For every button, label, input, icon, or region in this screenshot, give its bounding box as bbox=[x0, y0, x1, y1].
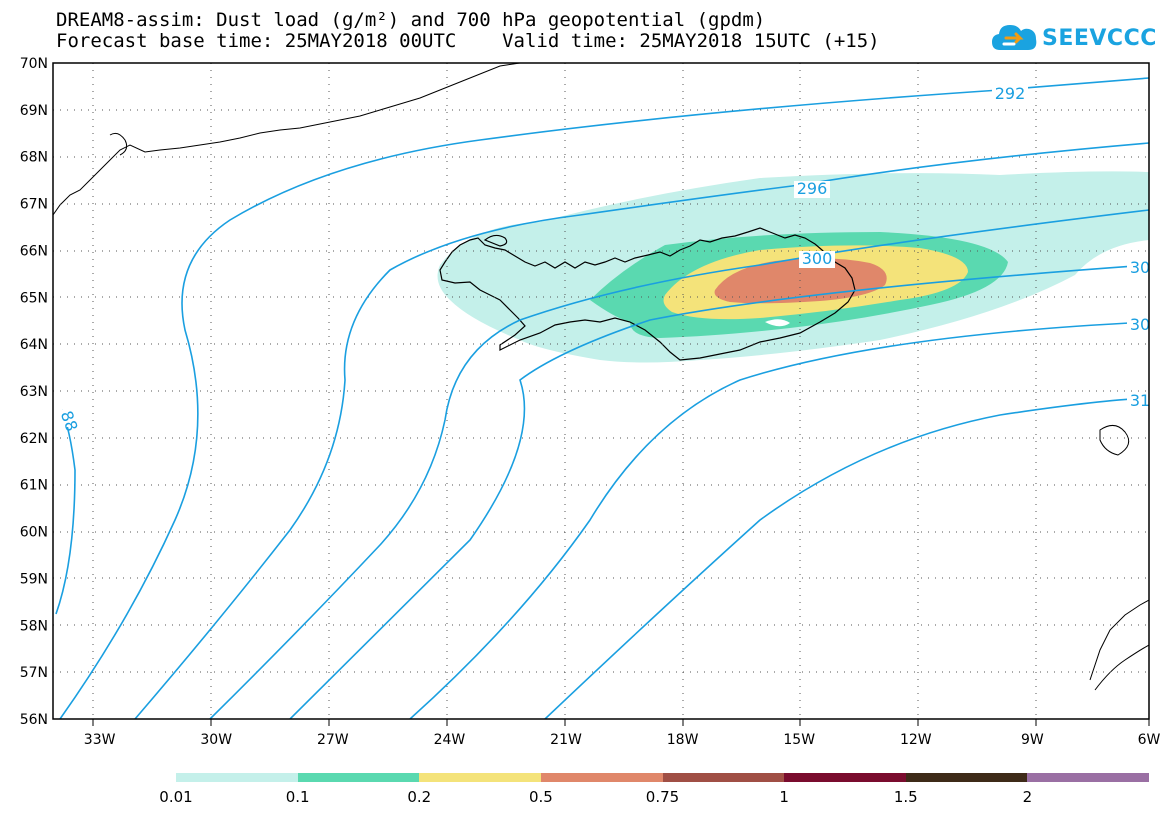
colorbar-swatch bbox=[540, 773, 663, 782]
longitude-label: 6W bbox=[1138, 732, 1161, 748]
longitude-label: 9W bbox=[1021, 732, 1044, 748]
latitude-label: 61N bbox=[20, 478, 48, 494]
colorbar-label: 0.5 bbox=[528, 788, 553, 806]
coastline-iceland bbox=[439, 227, 856, 361]
coastline-greenland bbox=[53, 63, 521, 216]
colorbar-swatch bbox=[662, 773, 785, 782]
latitude-label: 67N bbox=[20, 197, 48, 213]
colorbar-swatch bbox=[419, 773, 541, 782]
latitude-label: 58N bbox=[20, 618, 48, 634]
contour-label: 30 bbox=[1130, 315, 1150, 334]
colorbar-swatch bbox=[784, 773, 906, 782]
longitude-label: 33W bbox=[84, 732, 116, 748]
contour-label-background bbox=[794, 181, 830, 198]
graticule bbox=[53, 63, 1149, 719]
contour-line bbox=[289, 264, 1149, 719]
contour-label: 300 bbox=[802, 249, 833, 268]
colorbar-label: 1.5 bbox=[893, 788, 918, 806]
contour-line bbox=[409, 321, 1149, 719]
contour-label-background bbox=[1127, 317, 1153, 334]
longitude-label: 18W bbox=[667, 732, 699, 748]
latitude-label: 70N bbox=[20, 56, 48, 72]
colorbar-swatch bbox=[1027, 773, 1149, 782]
contour-label-background bbox=[51, 410, 77, 427]
latitude-label: 57N bbox=[20, 665, 48, 681]
longitude-label: 27W bbox=[317, 732, 349, 748]
contour-label: 31 bbox=[1130, 391, 1150, 410]
colorbar-label: 0.01 bbox=[159, 788, 193, 806]
latitude-label: 65N bbox=[20, 290, 48, 306]
longitude-labels: 33W 30W 27W 24W 21W 18W 15W 12W 9W 6W bbox=[84, 732, 1161, 748]
colorbar-swatch bbox=[905, 773, 1028, 782]
longitude-label: 15W bbox=[783, 732, 815, 748]
latitude-label: 63N bbox=[20, 384, 48, 400]
contour-line bbox=[134, 142, 1149, 719]
map-frame bbox=[52, 62, 1150, 720]
chart-title-line-2: Forecast base time: 25MAY2018 00UTC Vali… bbox=[56, 30, 880, 52]
seevccc-logo: SEEVCCC bbox=[990, 20, 1156, 60]
latitude-label: 69N bbox=[20, 103, 48, 119]
latitude-label: 68N bbox=[20, 150, 48, 166]
latitude-label: 59N bbox=[20, 571, 48, 587]
latitude-label: 60N bbox=[20, 525, 48, 541]
geopotential-contours bbox=[55, 77, 1149, 719]
latitude-labels: 70N 69N 68N 67N 66N 65N 64N 63N 62N 61N 60N 59N 58N 5… bbox=[20, 56, 48, 728]
longitude-label: 24W bbox=[434, 732, 466, 748]
contour-label-background bbox=[992, 86, 1028, 103]
longitude-label: 12W bbox=[900, 732, 932, 748]
axis-ticks bbox=[92, 719, 1150, 726]
colorbar-label: 0.2 bbox=[407, 788, 432, 806]
contour-label: 30 bbox=[1130, 258, 1150, 277]
colorbar-label: 2 bbox=[1022, 788, 1033, 806]
colorbar-swatch bbox=[297, 773, 420, 782]
latitude-label: 62N bbox=[20, 431, 48, 447]
contour-line bbox=[55, 409, 76, 615]
chart-title-line-1: DREAM8-assim: Dust load (g/m²) and 700 h… bbox=[56, 9, 766, 31]
colorbar-label: 1 bbox=[779, 788, 789, 806]
colorbar bbox=[176, 773, 1149, 782]
contour-label: 292 bbox=[995, 84, 1026, 103]
contour-label-background bbox=[1127, 393, 1153, 410]
latitude-label: 64N bbox=[20, 337, 48, 353]
longitude-label: 30W bbox=[200, 732, 232, 748]
logo-text: SEEVCCC bbox=[1042, 26, 1157, 51]
contour-line bbox=[209, 209, 1149, 719]
colorbar-label: 0.75 bbox=[645, 788, 680, 806]
contour-label-background bbox=[1127, 260, 1153, 277]
colorbar-label: 0.1 bbox=[285, 788, 310, 806]
contour-label-background bbox=[799, 251, 835, 268]
latitude-label: 66N bbox=[20, 243, 48, 259]
contour-line bbox=[544, 397, 1149, 719]
contour-line bbox=[59, 77, 1149, 719]
contour-label: 296 bbox=[797, 179, 828, 198]
latitude-label: 56N bbox=[20, 712, 48, 728]
colorbar-swatch bbox=[176, 773, 298, 782]
coastline-faroes-scotland bbox=[1089, 425, 1149, 691]
longitude-label: 21W bbox=[550, 732, 582, 748]
cloud-logo-icon bbox=[992, 25, 1037, 50]
